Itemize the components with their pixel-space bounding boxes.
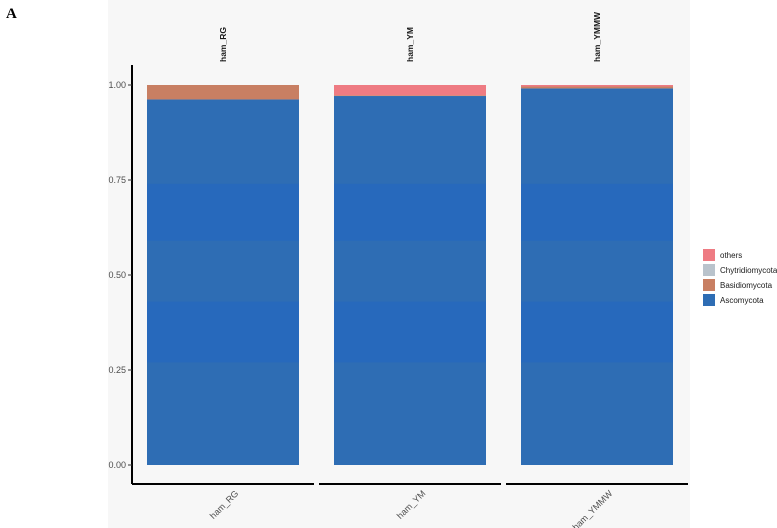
legend-label-basidiomycota: Basidiomycota xyxy=(720,281,773,290)
y-tick-label: 1.00 xyxy=(108,80,126,90)
y-tick-label: 0.75 xyxy=(108,175,126,185)
panel-letter: A xyxy=(6,6,17,22)
legend-swatch-basidiomycota xyxy=(703,279,715,291)
facet-strip-label: ham_RG xyxy=(218,27,228,62)
legend-swatch-chytridiomycota xyxy=(703,264,715,276)
legend-label-ascomycota: Ascomycota xyxy=(720,296,764,305)
facet-strip-label: ham_YM xyxy=(405,27,415,62)
legend-label-chytridiomycota: Chytridiomycota xyxy=(720,266,777,275)
bar-shade-band xyxy=(334,183,486,241)
facet-strip-label: ham_YMMW xyxy=(592,11,602,62)
legend-label-others: others xyxy=(720,251,742,260)
bar-segment-ascomycota-ham-ym xyxy=(334,96,486,466)
y-axis: 0.00 0.25 0.50 0.75 1.00 xyxy=(108,65,133,484)
y-tick-label: 0.50 xyxy=(108,270,126,280)
bar-segment-others-ham-ym xyxy=(334,85,486,96)
y-tick-label: 0.00 xyxy=(108,460,126,470)
legend-swatch-others xyxy=(703,249,715,261)
bar-shade-band xyxy=(147,183,299,241)
bar-segment-basidiomycota-ham-ymmw xyxy=(521,86,673,89)
bar-segment-basidiomycota-ham-ym xyxy=(334,95,486,97)
legend-swatch-ascomycota xyxy=(703,294,715,306)
legend: others Chytridiomycota Basidiomycota Ascomy… xyxy=(703,249,777,306)
bar-shade-band xyxy=(147,301,299,363)
bar-shade-band xyxy=(521,301,673,363)
bar-segment-basidiomycota-ham-rg xyxy=(147,85,299,100)
bar-shade-band xyxy=(521,183,673,241)
bar-segment-ascomycota-ham-ymmw xyxy=(521,88,673,466)
bar-layer xyxy=(147,85,673,466)
bar-segment-ascomycota-ham-rg xyxy=(147,99,299,465)
bar-shade-band xyxy=(334,301,486,363)
facet-strip-layer: ham_RG ham_YM ham_YMMW xyxy=(218,11,602,62)
y-tick-label: 0.25 xyxy=(108,365,126,375)
bar-segment-others-ham-ymmw xyxy=(521,85,673,87)
